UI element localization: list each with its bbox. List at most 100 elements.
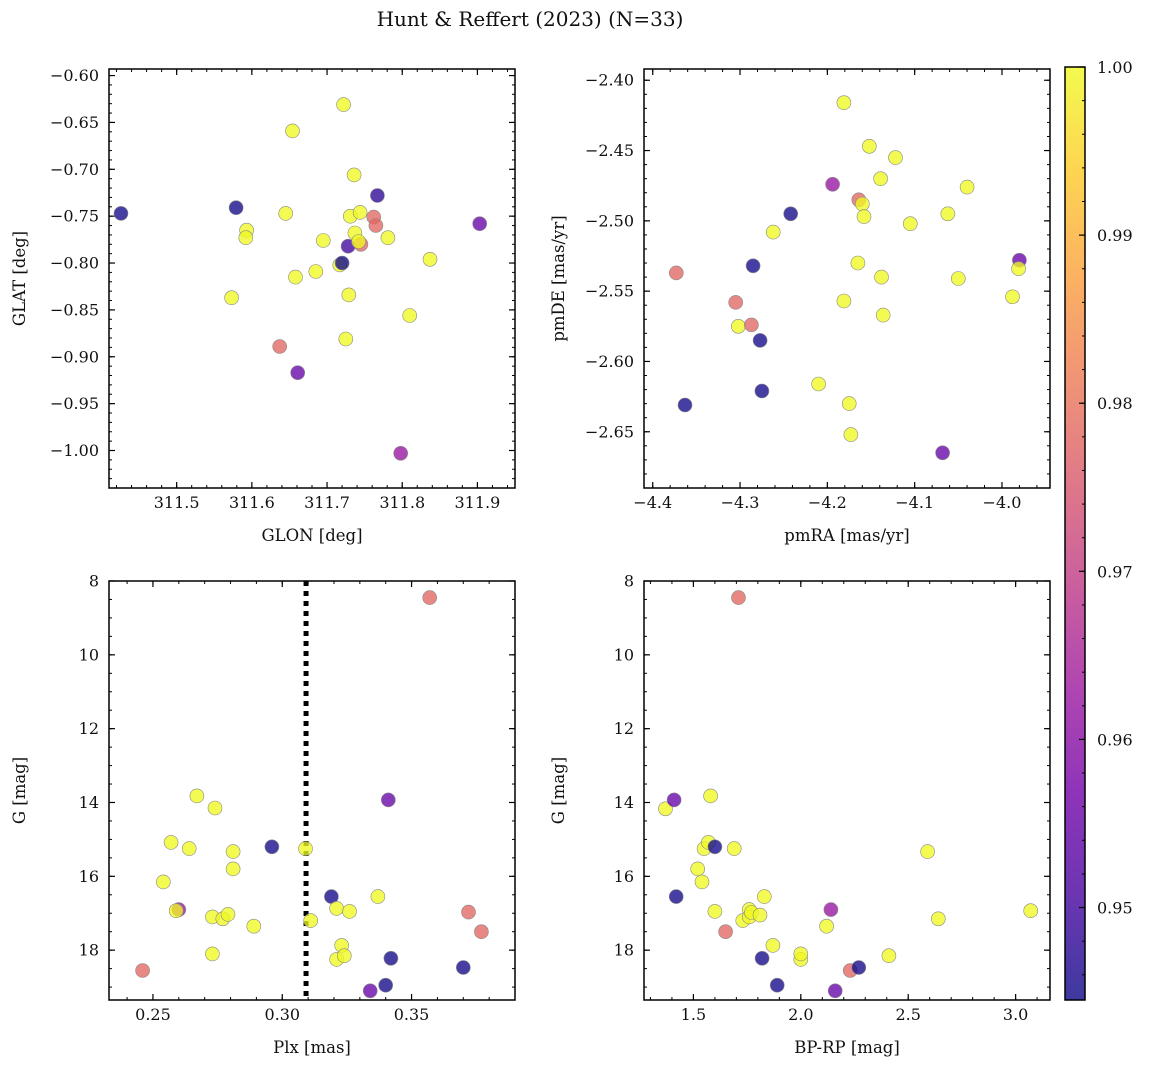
x-tick-label: 311.7 — [304, 493, 350, 512]
data-point — [875, 307, 891, 323]
panel-parallax-magnitude: 0.25 0.30 0.35 8 10 12 14 16 18 Plx [mas] G [mag] — [10, 572, 516, 1057]
data-point — [336, 97, 351, 112]
data-point — [873, 171, 888, 186]
y-axis-label: pmDE [mas/yr] — [549, 215, 568, 341]
y-tick-label: −0.60 — [50, 66, 99, 85]
plot-frame — [108, 580, 516, 1001]
x-axis-label: Plx [mas] — [273, 1038, 351, 1057]
y-tick-label: 14 — [614, 793, 634, 812]
x-tick-label: 1.5 — [681, 1005, 706, 1024]
data-point — [730, 318, 746, 334]
data-point — [378, 977, 394, 993]
data-point — [380, 792, 396, 808]
data-point — [935, 445, 950, 461]
data-point — [856, 209, 872, 224]
data-point — [1011, 261, 1026, 277]
data-point — [718, 924, 733, 940]
data-point — [238, 230, 254, 245]
data-point — [225, 844, 241, 859]
data-point — [811, 376, 826, 392]
x-tick-label: 311.6 — [229, 493, 275, 512]
data-point — [690, 861, 706, 877]
colorbar-tick-label: 0.97 — [1097, 562, 1133, 581]
y-tick-label: −2.60 — [585, 352, 634, 371]
data-point — [341, 287, 357, 303]
data-point — [362, 983, 378, 999]
data-point — [888, 150, 903, 165]
data-point — [930, 911, 946, 927]
data-point — [135, 963, 150, 978]
data-point — [881, 948, 897, 964]
panel-proper-motion: −4.4 −4.3 −4.2 −4.1 −4.0 −2.40 −2.45 −2.50 −2.55… — [549, 68, 1051, 545]
data-point — [336, 948, 352, 964]
x-axis-label: BP-RP [mag] — [794, 1038, 900, 1057]
data-point — [744, 317, 759, 333]
y-tick-label: −0.80 — [50, 254, 99, 273]
y-tick-label: 8 — [89, 572, 99, 591]
data-point — [668, 889, 684, 904]
data-point — [220, 907, 236, 922]
figure-title: Hunt & Reffert (2023) (N=33) — [377, 7, 684, 31]
plot-frame — [108, 68, 516, 489]
colorbar-tick-label: 0.99 — [1097, 226, 1133, 245]
data-point — [769, 977, 785, 993]
data-point — [346, 167, 362, 183]
data-point — [334, 255, 350, 271]
data-point — [189, 788, 205, 804]
data-point — [793, 946, 809, 962]
data-point — [402, 308, 418, 323]
x-tick-label: 2.5 — [895, 1005, 920, 1024]
data-point — [370, 188, 385, 203]
x-tick-label: 2.0 — [788, 1005, 813, 1024]
data-point — [224, 290, 239, 306]
y-tick-label: −2.50 — [585, 211, 634, 230]
data-point — [825, 177, 840, 192]
y-tick-label: −2.55 — [585, 282, 634, 301]
data-point — [902, 216, 918, 231]
data-point — [368, 218, 384, 233]
data-point — [472, 216, 488, 231]
data-point — [861, 139, 877, 154]
data-point — [823, 902, 839, 917]
data-point — [338, 331, 354, 347]
data-point — [666, 792, 682, 808]
colorbar-tick-label: 0.98 — [1097, 394, 1133, 413]
y-axis-label: G [mag] — [10, 757, 29, 824]
data-point — [707, 839, 723, 855]
data-point — [850, 255, 866, 271]
y-tick-label: 10 — [79, 645, 99, 664]
data-point — [207, 800, 223, 816]
x-tick-label: −4.2 — [808, 493, 847, 512]
data-point — [1005, 289, 1020, 305]
data-point — [920, 844, 935, 859]
y-tick-label: 12 — [614, 719, 634, 738]
scatter-panels: 311.5 311.6 311.7 311.8 311.9 −0.60 −0.65 −0.70… — [10, 66, 1051, 1057]
colorbar-tick-label: 0.95 — [1097, 899, 1133, 918]
y-tick-label: −2.65 — [585, 422, 634, 441]
data-point — [836, 293, 852, 309]
x-axis-label: pmRA [mas/yr] — [784, 526, 909, 545]
x-tick-label: −4.3 — [721, 493, 760, 512]
x-tick-label: 0.25 — [135, 1005, 171, 1024]
data-point — [246, 918, 262, 934]
data-point — [658, 801, 673, 817]
data-point — [728, 295, 744, 310]
data-point — [754, 950, 770, 966]
data-point — [819, 918, 834, 934]
data-point — [783, 206, 799, 222]
data-point — [827, 983, 843, 999]
data-point — [156, 874, 171, 890]
data-point — [694, 874, 710, 890]
x-tick-label: 0.35 — [394, 1005, 430, 1024]
data-point — [959, 179, 975, 195]
colorbar-gradient — [1065, 67, 1085, 1000]
data-point — [163, 835, 179, 850]
data-point — [264, 839, 280, 855]
data-point — [874, 269, 889, 285]
y-tick-label: 14 — [79, 793, 99, 812]
x-tick-label: 0.30 — [264, 1005, 300, 1024]
data-point — [765, 224, 781, 240]
data-point — [726, 841, 742, 856]
x-tick-label: −4.0 — [983, 493, 1022, 512]
data-point — [841, 396, 857, 411]
